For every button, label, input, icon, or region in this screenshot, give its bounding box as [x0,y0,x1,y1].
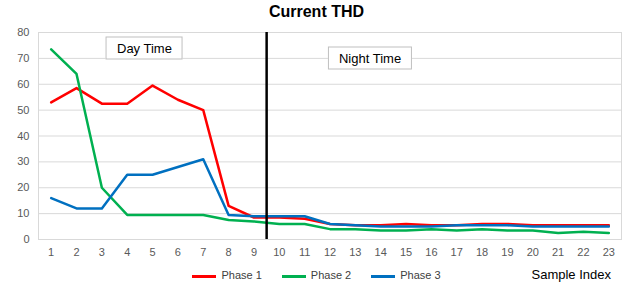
svg-text:18: 18 [476,246,488,258]
svg-text:70: 70 [17,52,29,64]
svg-text:40: 40 [17,130,29,142]
html-text:Current THD: Current THD [268,3,364,20]
svg-text:11: 11 [299,246,310,258]
svg-text:0: 0 [23,233,29,245]
svg-text:30: 30 [17,155,29,167]
svg-text:14: 14 [375,246,387,258]
svg-text:7: 7 [200,246,206,258]
svg-text:9: 9 [251,246,257,258]
svg-text:2: 2 [73,246,79,258]
html-text:Phase 2: Phase 2 [310,269,352,281]
svg-text:60: 60 [17,78,29,90]
html-text:Sample Index: Sample Index [531,267,611,282]
svg-text:50: 50 [17,104,29,116]
svg-text:15: 15 [400,246,412,258]
svg-text:80: 80 [17,26,29,38]
html-text:Day Time: Day Time [117,40,172,55]
svg-text:16: 16 [425,246,437,258]
svg-text:13: 13 [349,246,361,258]
svg-text:10: 10 [17,207,29,219]
svg-text:1: 1 [48,246,54,258]
html-text:Night Time: Night Time [339,50,402,66]
html-text:Phase 1: Phase 1 [221,269,262,281]
svg-text:20: 20 [527,246,539,258]
svg-text:17: 17 [451,246,463,258]
svg-text:5: 5 [150,246,156,258]
html-text:Phase 3: Phase 3 [400,269,441,281]
svg-text:8: 8 [226,246,232,258]
svg-text:19: 19 [501,246,513,258]
svg-text:22: 22 [577,246,589,258]
svg-text:20: 20 [17,181,29,193]
svg-text:3: 3 [99,246,105,258]
svg-text:4: 4 [124,246,130,258]
svg-text:21: 21 [552,246,564,258]
svg-text:6: 6 [175,246,181,258]
svg-text:23: 23 [603,246,615,258]
svg-text:10: 10 [273,246,285,258]
svg-text:12: 12 [324,246,336,258]
